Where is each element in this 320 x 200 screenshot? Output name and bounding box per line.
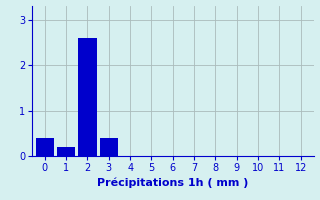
Bar: [100, 138, 118, 156]
X-axis label: Précipitations 1h ( mm ): Précipitations 1h ( mm ): [97, 177, 249, 188]
Bar: [36, 138, 54, 156]
Bar: [57, 147, 75, 156]
Bar: [78, 38, 97, 156]
